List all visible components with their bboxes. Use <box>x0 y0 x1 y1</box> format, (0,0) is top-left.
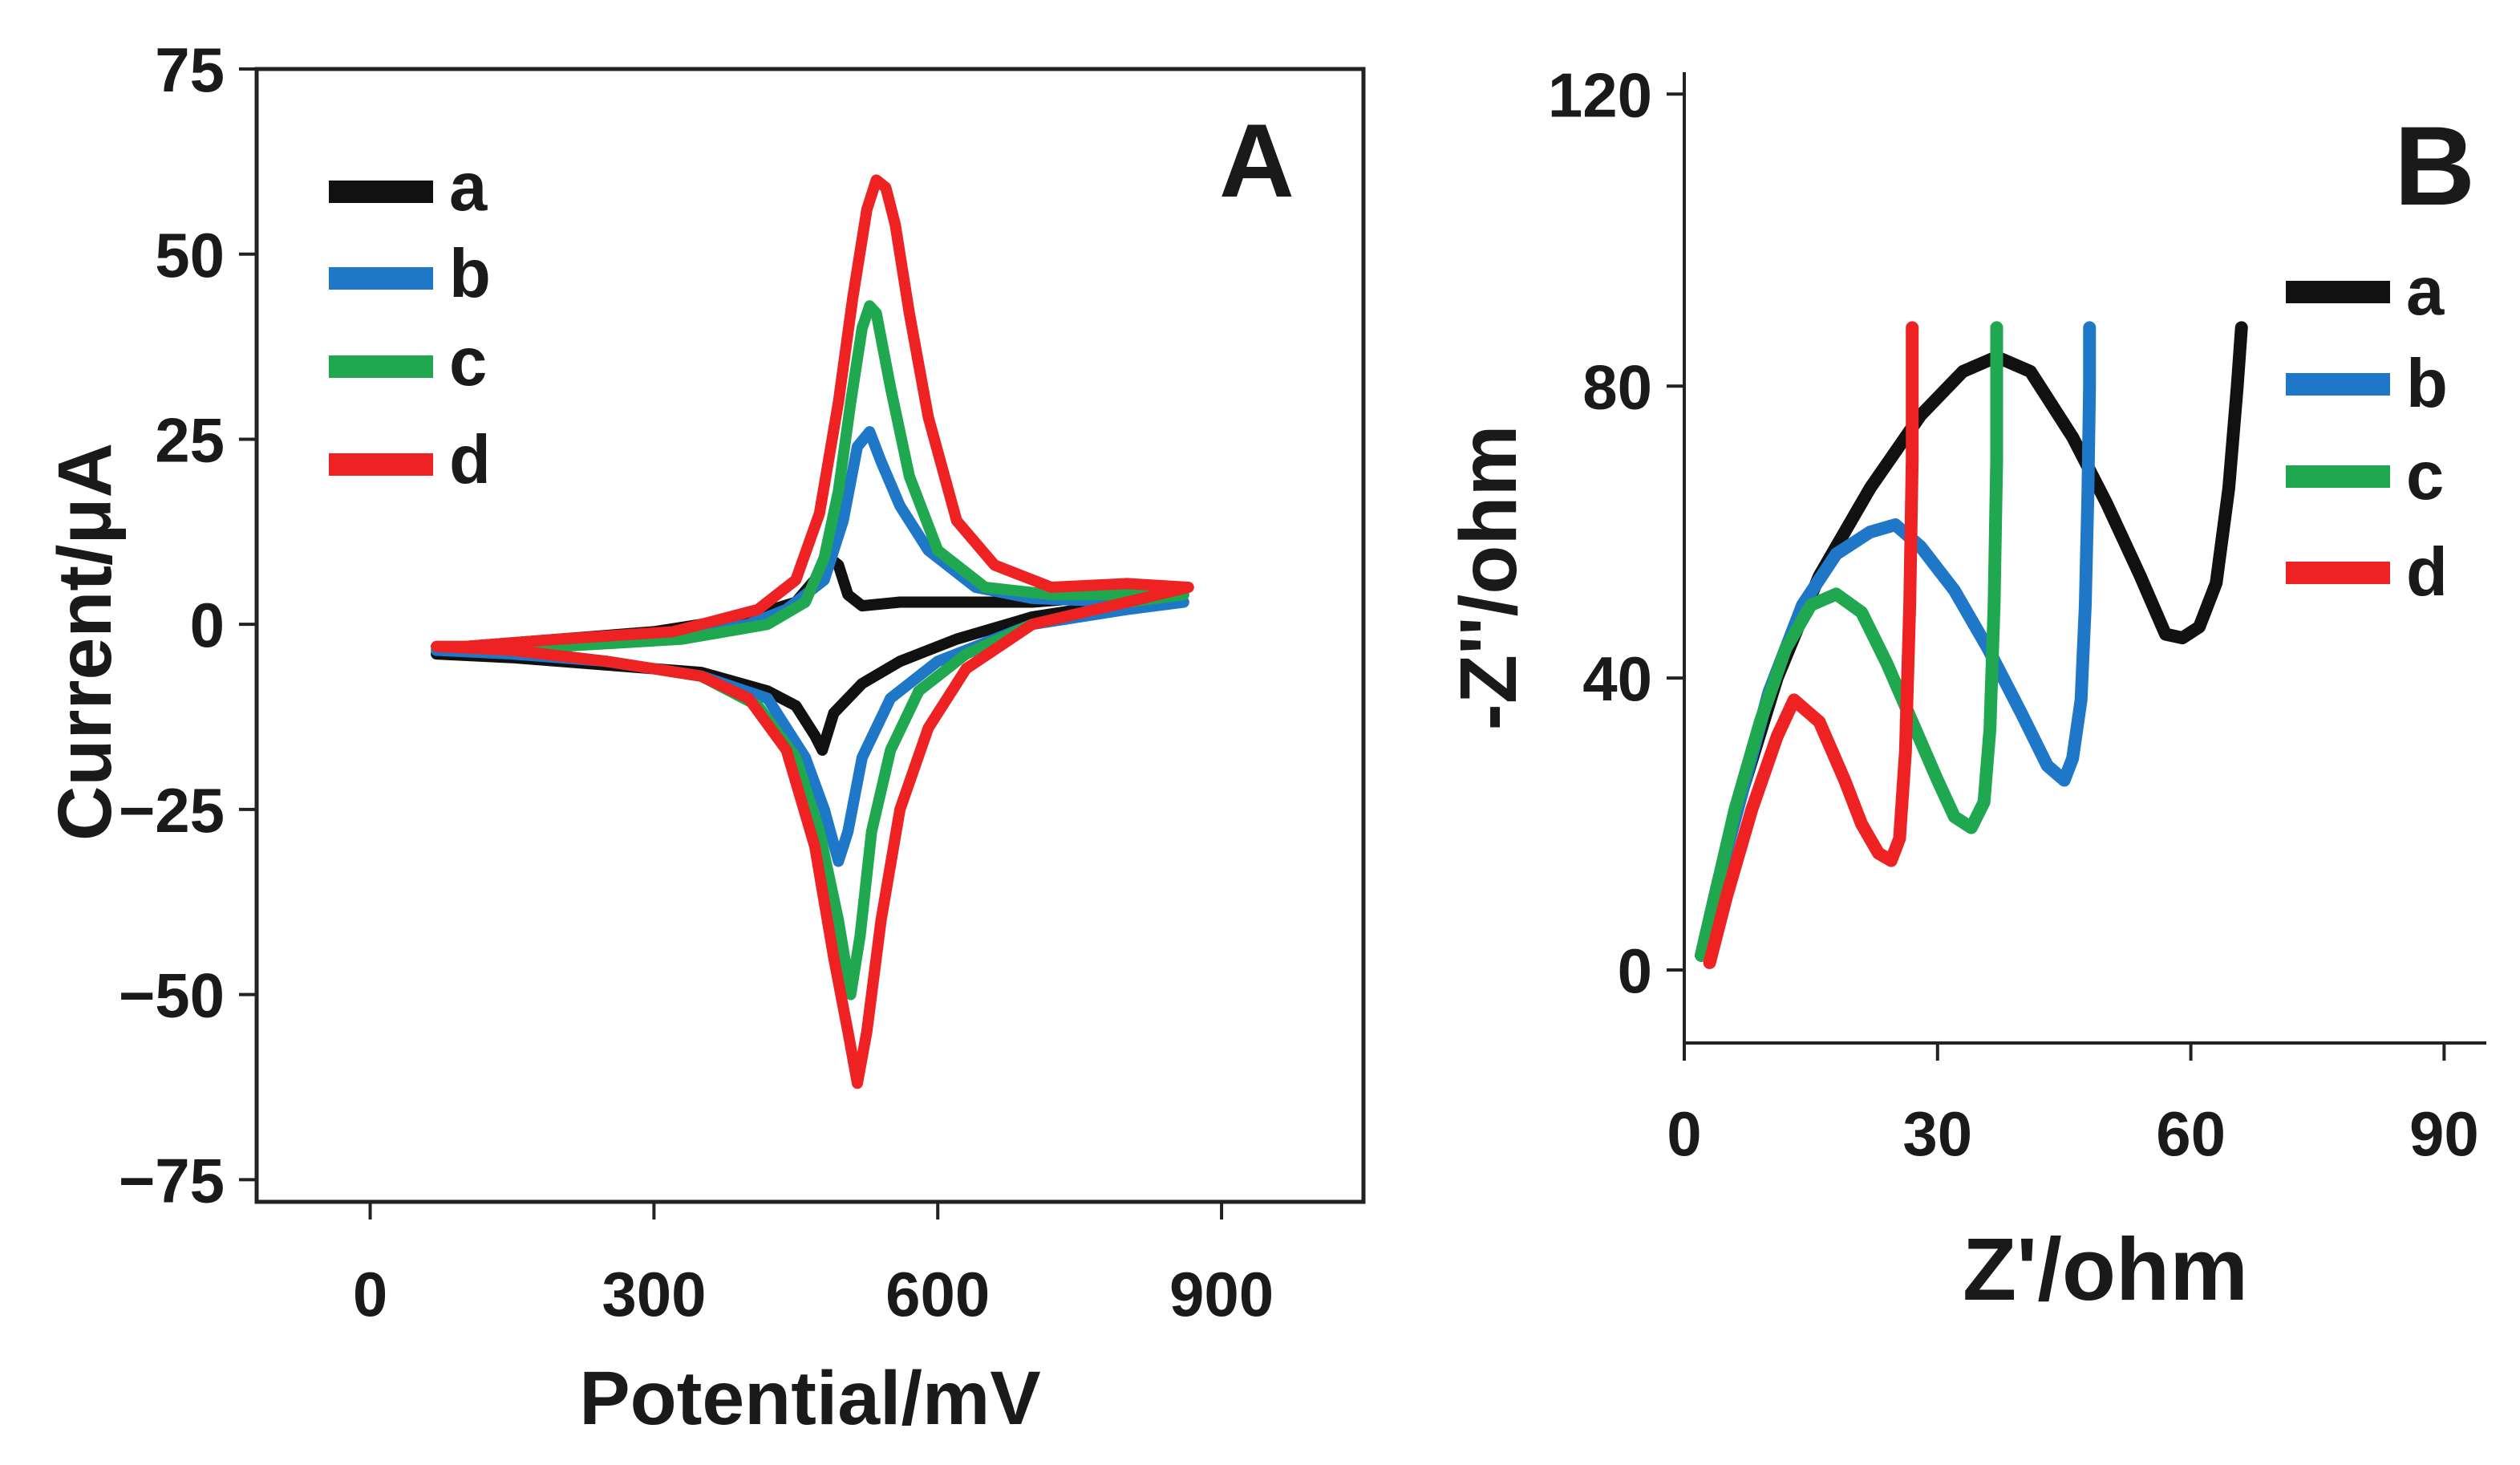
panel-a-legend-label-a: a <box>449 149 488 225</box>
panel-b-y-tick-label: 120 <box>1548 59 1652 130</box>
panel-a-label: A <box>1219 102 1294 219</box>
panel-a-y-tick-label: 0 <box>190 590 225 660</box>
panel-b-y-tick-label: 40 <box>1582 643 1652 714</box>
panel-b-x-tick-label: 0 <box>1667 1098 1701 1169</box>
panel-a-y-axis-title: Current/μA <box>43 443 128 841</box>
panel-a-legend: a b c d <box>329 149 491 498</box>
panel-a-y-tick-label: 75 <box>155 34 225 105</box>
panel-a-legend-label-b: b <box>449 236 491 312</box>
panel-b-y-ticks: 0 40 80 120 <box>1548 59 1684 1006</box>
panel-a-plot-frame <box>254 67 1366 1204</box>
panel-a-x-tick-label: 300 <box>602 1259 706 1329</box>
panel-b-x-tick-label: 30 <box>1902 1098 1972 1169</box>
panel-a-x-tick-label: 0 <box>353 1259 387 1329</box>
panel-a-plot-area <box>431 174 1194 1090</box>
panel-a: 0 300 600 900 −75 −50 −25 0 25 50 75 A Potential/… <box>43 34 1366 1441</box>
panel-a-legend-swatch-b <box>329 267 433 290</box>
panel-a-legend-label-d: d <box>449 422 491 498</box>
panel-b-legend-swatch-a <box>2286 281 2390 303</box>
panel-b-legend-label-d: d <box>2406 534 2448 611</box>
panel-b-plot-area <box>1695 321 2248 969</box>
panel-b-x-tick-label: 60 <box>2156 1098 2226 1169</box>
panel-b-legend-swatch-d <box>2286 562 2390 584</box>
panel-b-legend-label-a: a <box>2406 254 2445 330</box>
panel-a-legend-swatch-d <box>329 453 433 476</box>
panel-a-legend-label-c: c <box>449 324 487 400</box>
panel-b-x-tick-label: 90 <box>2409 1098 2479 1169</box>
panel-b-series-d-line <box>1703 321 1919 969</box>
panel-a-series-d-line <box>431 174 1194 1090</box>
panel-a-x-tick-label: 600 <box>885 1259 990 1329</box>
panel-a-x-ticks: 0 300 600 900 <box>353 1202 1274 1329</box>
panel-b-y-axis-title: -Z''/ohm <box>1444 425 1533 731</box>
panel-a-x-tick-label: 900 <box>1169 1259 1274 1329</box>
panel-b-x-axis-title: Z'/ohm <box>1963 1220 2248 1319</box>
panel-a-legend-swatch-a <box>329 181 433 203</box>
panel-a-legend-swatch-c <box>329 355 433 378</box>
panel-b-legend-label-b: b <box>2406 346 2448 422</box>
panel-b-legend: a b c d <box>2286 254 2448 611</box>
panel-a-y-ticks: −75 −50 −25 0 25 50 75 <box>119 34 257 1215</box>
panel-b-label: B <box>2394 103 2475 229</box>
panel-b-x-ticks: 0 30 60 90 <box>1667 1043 2479 1169</box>
panel-b-series-c-line <box>1695 321 2003 962</box>
panel-a-y-tick-label: 25 <box>155 405 225 476</box>
panel-a-y-tick-label: −50 <box>119 960 225 1031</box>
panel-a-y-tick-label: 50 <box>155 220 225 290</box>
panel-b-legend-label-c: c <box>2406 438 2444 514</box>
panel-a-y-tick-label: −75 <box>119 1145 225 1215</box>
panel-b-y-tick-label: 0 <box>1618 935 1652 1006</box>
panel-b-legend-swatch-b <box>2286 373 2390 396</box>
panel-b: 0 30 60 90 0 40 80 120 B Z'/ohm -Z''/ohm a b c… <box>1444 59 2486 1319</box>
panel-a-x-axis-title: Potential/mV <box>579 1356 1040 1441</box>
panel-a-series-c-line <box>431 300 1189 1000</box>
panel-a-y-tick-label: −25 <box>119 775 225 846</box>
panel-b-y-tick-label: 80 <box>1582 351 1652 422</box>
panel-b-legend-swatch-c <box>2286 465 2390 488</box>
